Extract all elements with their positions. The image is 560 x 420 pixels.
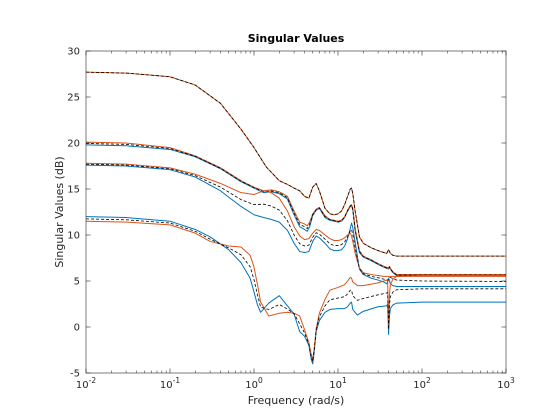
y-tick-label: -5	[70, 369, 80, 380]
y-tick-label: 25	[67, 93, 80, 104]
series-layer	[85, 71, 507, 365]
series-line-2	[85, 71, 506, 257]
series-line-8	[85, 163, 507, 282]
y-tick-label: 15	[67, 185, 80, 196]
axes-box	[85, 50, 507, 374]
x-tick-label: 10-2	[76, 376, 96, 391]
y-tick-label: 10	[67, 231, 80, 242]
x-tick-label: 102	[413, 376, 431, 391]
series-line-4	[85, 141, 506, 276]
series-line-7	[85, 162, 506, 278]
x-tick-label: 101	[329, 376, 347, 391]
axes-layer: 10-2 10-1 100 101 102 103 -5 0 5 10 15 20 25 30	[67, 47, 515, 392]
plot-area	[86, 51, 506, 373]
chart-title: Singular Values	[248, 32, 345, 45]
x-axis-label: Frequency (rad/s)	[248, 394, 345, 407]
y-tick-label: 5	[74, 277, 80, 288]
y-tick-label: 0	[74, 323, 80, 334]
x-tick-label: 103	[497, 376, 515, 391]
y-tick-label: 30	[67, 47, 80, 58]
series-line-11	[85, 218, 506, 362]
x-tick-label: 100	[245, 376, 263, 391]
y-tick-label: 20	[67, 139, 80, 150]
y-axis-label: Singular Values (dB)	[53, 156, 66, 267]
x-tick-label: 10-1	[160, 376, 180, 391]
